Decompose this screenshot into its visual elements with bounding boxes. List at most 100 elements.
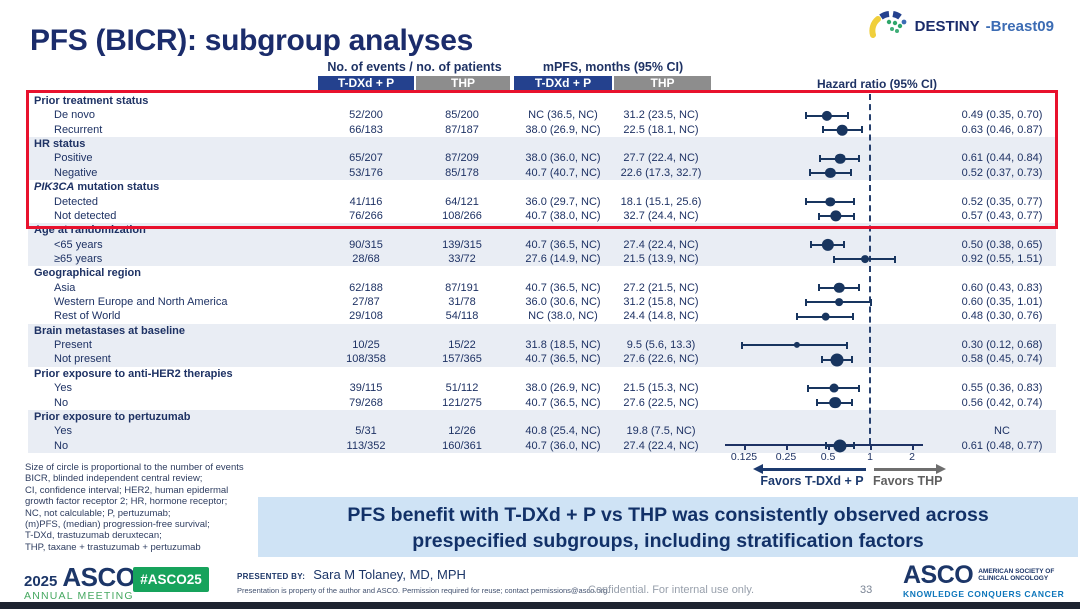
- forest-ci-cap-low: [816, 399, 819, 407]
- hr-axis-tick-label: 0.25: [775, 451, 797, 463]
- hr-axis-tick: [786, 444, 788, 450]
- section-label: Prior treatment status: [34, 95, 149, 107]
- forest-ci-cap-low: [821, 126, 824, 134]
- events-tdxd-cell: 53/176: [349, 166, 383, 179]
- hr-header-label: Hazard ratio (95% CI): [816, 77, 938, 91]
- hr-axis-tick-label: 0.5: [820, 451, 836, 463]
- forest-ci-cap-high: [893, 255, 896, 263]
- forest-marker: [829, 396, 841, 409]
- hr-axis-line: [725, 444, 923, 446]
- footnote-line: growth factor receptor 2; HR, hormone re…: [25, 496, 228, 508]
- events-thp-cell: 51/112: [445, 382, 479, 395]
- row-label: No: [54, 396, 69, 409]
- subgroup-row: Recurrent 66/183 87/187 38.0 (26.9, NC) 22.5…: [28, 123, 1056, 137]
- row-label: Yes: [54, 382, 72, 395]
- events-thp-cell: 33/72: [448, 252, 476, 265]
- hr-reference-line: [869, 94, 871, 444]
- forest-ci-cap-low: [740, 341, 743, 349]
- events-tdxd-cell: 113/352: [346, 439, 386, 452]
- subgroup-row: Yes 39/115 51/112 38.0 (26.9, NC) 21.5 (15.3…: [28, 381, 1056, 395]
- forest-marker: [825, 167, 836, 179]
- events-tdxd-cell: 108/358: [346, 353, 386, 366]
- favors-tdxd-label: Favors T-DXd + P: [760, 474, 864, 488]
- forest-ci-cap-high: [852, 313, 855, 321]
- mpfs-tdxd-cell: 36.0 (29.7, NC): [525, 195, 601, 208]
- meeting-year: 2025: [24, 573, 58, 590]
- mpfs-thp-cell: 27.2 (21.5, NC): [623, 281, 699, 294]
- asco-tagline: KNOWLEDGE CONQUERS CANCER: [903, 589, 1065, 599]
- mpfs-tdxd-cell: 40.7 (36.5, NC): [525, 396, 601, 409]
- subgroup-section-row: Age at randomization: [28, 223, 1056, 238]
- forest-marker: [793, 342, 801, 349]
- events-tdxd-cell: 79/268: [349, 396, 383, 409]
- forest-ci-cap-low: [820, 356, 823, 364]
- mpfs-tdxd-cell: 27.6 (14.9, NC): [525, 252, 601, 265]
- row-label: ≥65 years: [54, 252, 103, 265]
- summary-banner: PFS benefit with T-DXd + P vs THP was co…: [258, 497, 1078, 557]
- subgroup-section-row: Prior exposure to pertuzumab: [28, 409, 1056, 425]
- events-tdxd-cell: 52/200: [349, 109, 383, 122]
- destiny-logo-text-rest: -Breast09: [985, 18, 1054, 35]
- row-label: No: [54, 439, 69, 452]
- forest-ci-cap-high: [847, 112, 850, 120]
- subgroup-row: No 79/268 121/275 40.7 (36.5, NC) 27.6 (22.5…: [28, 396, 1056, 410]
- presented-by-label: PRESENTED BY:: [237, 572, 306, 581]
- forest-ci-cap-low: [805, 112, 808, 120]
- destiny-logo-icon: [867, 10, 909, 43]
- section-label: Prior exposure to anti-HER2 therapies: [34, 367, 233, 380]
- events-thp-cell: 12/26: [448, 425, 476, 438]
- forest-ci-cap-high: [849, 169, 852, 177]
- mpfs-tdxd-cell: 40.7 (36.0, NC): [525, 439, 601, 452]
- forest-ci-cap-high: [842, 241, 845, 249]
- section-label: PIK3CA mutation status: [34, 181, 160, 194]
- section-label: HR status: [34, 138, 86, 151]
- banner-line-2: prespecified subgroups, including strati…: [412, 530, 924, 552]
- hr-value-cell: 0.50 (0.38, 0.65): [961, 238, 1043, 251]
- forest-ci-cap-low: [805, 198, 808, 206]
- forest-ci-cap-high: [858, 155, 861, 163]
- mpfs-thp-header-box: THP: [614, 76, 711, 91]
- forest-ci-cap-high: [853, 212, 856, 220]
- row-label: Not present: [54, 353, 111, 366]
- row-label: <65 years: [54, 238, 103, 251]
- favors-thp-arrowhead: [936, 464, 946, 474]
- subgroup-row: De novo 52/200 85/200 NC (36.5, NC) 31.2 (23…: [28, 108, 1056, 122]
- hr-axis-tick: [744, 444, 746, 450]
- banner-line-1: PFS benefit with T-DXd + P vs THP was co…: [347, 504, 989, 526]
- forest-ci-cap-low: [824, 442, 827, 450]
- hr-value-cell: NC: [994, 425, 1010, 438]
- events-tdxd-header-box: T-DXd + P: [318, 76, 414, 91]
- hashtag-badge: #ASCO25: [133, 567, 209, 592]
- row-label: Asia: [54, 281, 76, 294]
- section-label: Geographical region: [34, 267, 141, 280]
- forest-ci-cap-high: [850, 356, 853, 364]
- mpfs-tdxd-cell: 40.7 (38.0, NC): [525, 209, 601, 222]
- events-thp-cell: 64/121: [445, 195, 479, 208]
- subgroup-row: <65 years 90/315 139/315 40.7 (36.5, NC) 27.…: [28, 237, 1056, 252]
- subgroup-section-row: Brain metastases at baseline: [28, 323, 1056, 339]
- events-thp-cell: 87/191: [445, 281, 479, 294]
- subgroup-row: Asia 62/188 87/191 40.7 (36.5, NC) 27.2 (21.…: [28, 281, 1056, 295]
- footnote-line: (m)PFS, (median) progression-free surviv…: [25, 519, 210, 531]
- hr-value-cell: 0.92 (0.55, 1.51): [961, 252, 1043, 265]
- events-thp-header-box: THP: [416, 76, 510, 91]
- mpfs-thp-cell: 31.2 (23.5, NC): [623, 109, 699, 122]
- footnote-line: BICR, blinded independent central review…: [25, 473, 203, 485]
- events-thp-cell: 139/315: [442, 238, 482, 251]
- forest-marker: [829, 383, 839, 393]
- events-tdxd-cell: 41/116: [349, 195, 383, 208]
- events-thp-cell: 31/78: [448, 296, 476, 309]
- events-thp-cell: 54/118: [445, 310, 479, 323]
- mpfs-tdxd-cell: 40.7 (36.5, NC): [525, 281, 601, 294]
- events-tdxd-cell: 76/266: [349, 209, 383, 222]
- section-label: Prior exposure to pertuzumab: [34, 410, 191, 423]
- confidential-note: Confidential. For internal use only.: [588, 584, 755, 596]
- events-tdxd-cell: 5/31: [355, 425, 377, 438]
- forest-marker: [821, 238, 835, 251]
- footnote-block: Size of circle is proportional to the nu…: [25, 462, 244, 553]
- row-label: Present: [54, 339, 92, 352]
- events-thp-cell: 85/200: [445, 109, 479, 122]
- hr-value-cell: 0.56 (0.42, 0.74): [961, 396, 1043, 409]
- mpfs-thp-cell: 21.5 (15.3, NC): [623, 382, 699, 395]
- mpfs-header-label: mPFS, months (95% CI): [542, 60, 684, 74]
